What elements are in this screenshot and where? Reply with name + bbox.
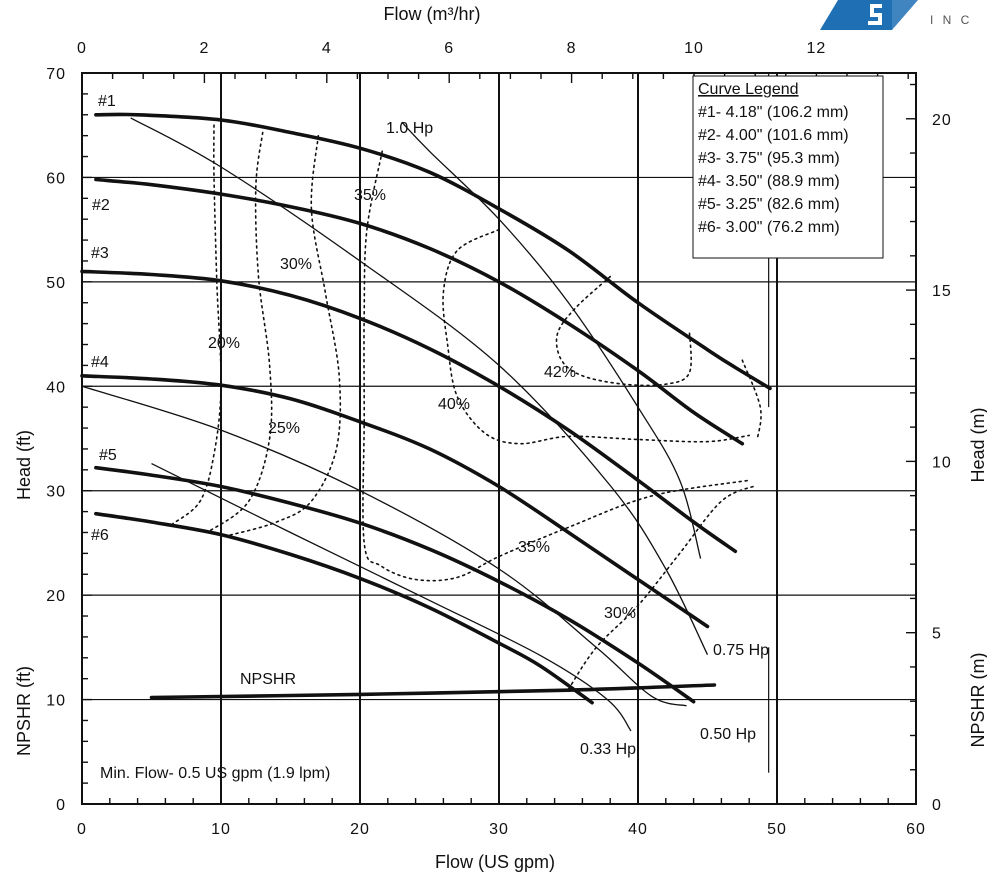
x-bottom-tick-label-20: 20 xyxy=(350,821,370,838)
power-line-2 xyxy=(81,385,687,707)
legend-title: Curve Legend xyxy=(698,81,799,98)
power-label-075hp: 0.75 Hp xyxy=(713,642,769,659)
head-curve-3 xyxy=(80,374,710,629)
efficiency-line-7 xyxy=(741,359,762,440)
legend-entry-5: #5- 3.25" (82.6 mm) xyxy=(698,196,840,213)
efficiency-line-6 xyxy=(567,484,757,690)
eff-label-20: 20% xyxy=(208,335,240,352)
x-bottom-tick-label-0: 0 xyxy=(77,821,87,838)
legend-entry-6: #6- 3.00" (76.2 mm) xyxy=(698,219,840,236)
x-bottom-tick-label-10: 10 xyxy=(211,821,231,838)
x-bottom-tick-label-30: 30 xyxy=(489,821,509,838)
y-left-tick-label-70: 70 xyxy=(46,66,66,83)
power-line-3 xyxy=(151,463,632,732)
company-logo: I N C xyxy=(820,0,987,30)
curve-label-5: #5 xyxy=(99,447,117,464)
head-curve-1 xyxy=(94,177,745,446)
efficiency-line-1 xyxy=(206,131,273,534)
eff-label-25: 25% xyxy=(268,420,300,437)
y-left-tick-label-30: 30 xyxy=(46,484,66,501)
legend-entry-4: #4- 3.50" (88.9 mm) xyxy=(698,173,840,190)
efficiency-line-0 xyxy=(171,124,222,525)
efficiency-lines xyxy=(171,124,762,690)
x-bottom-axis-title: Flow (US gpm) xyxy=(435,852,555,872)
eff-label-40: 40% xyxy=(438,396,470,413)
y-left-tick-label-50: 50 xyxy=(46,275,66,292)
eff-label-42: 42% xyxy=(544,364,576,381)
y-right-npshr-title: NPSHR (m) xyxy=(968,653,987,748)
eff-label-35-low: 35% xyxy=(518,539,550,556)
y-right-tick-label-20: 20 xyxy=(932,112,952,129)
npshr-label: NPSHR xyxy=(240,671,296,688)
y-right-tick-label-15: 15 xyxy=(932,283,952,300)
head-curves xyxy=(80,112,772,705)
curve-label-6: #6 xyxy=(91,527,109,544)
legend-entry-3: #3- 3.75" (95.3 mm) xyxy=(698,150,840,167)
y-left-npshr-title: NPSHR (ft) xyxy=(14,666,34,756)
efficiency-line-2 xyxy=(227,134,342,537)
power-line-1 xyxy=(130,117,709,655)
curve-legend: Curve Legend #1- 4.18" (106.2 mm) #2- 4.… xyxy=(692,75,884,259)
x-top-tick-label-4: 4 xyxy=(322,40,332,57)
x-top-tick-label-12: 12 xyxy=(806,40,826,57)
head-curve-5 xyxy=(94,511,594,705)
plot-frame xyxy=(81,72,917,805)
x-top-tick-label-0: 0 xyxy=(77,40,87,57)
efficiency-line-3 xyxy=(362,150,750,582)
legend-entry-2: #2- 4.00" (101.6 mm) xyxy=(698,127,849,144)
y-left-tick-label-10: 10 xyxy=(46,693,66,710)
y-left-axis-title: Head (ft) xyxy=(14,430,34,500)
power-label-1hp: 1.0 Hp xyxy=(386,120,433,137)
logo-mark-icon: I N C xyxy=(820,0,972,30)
head-curve-4 xyxy=(94,465,696,704)
x-top-tick-label-10: 10 xyxy=(684,40,704,57)
curve-label-2: #2 xyxy=(92,197,110,214)
x-top-tick-label-2: 2 xyxy=(199,40,209,57)
y-left-tick-label-40: 40 xyxy=(46,379,66,396)
x-bottom-tick-label-40: 40 xyxy=(628,821,648,838)
y-right-tick-label-0: 0 xyxy=(932,797,942,814)
y-right-tick-label-10: 10 xyxy=(932,454,952,471)
y-right-axis-title: Head (m) xyxy=(968,407,987,482)
head-curve-2 xyxy=(80,269,738,554)
y-left-tick-label-20: 20 xyxy=(46,588,66,605)
power-line-0 xyxy=(401,121,702,559)
efficiency-line-4 xyxy=(442,228,750,445)
x-top-axis-title: Flow (m³/hr) xyxy=(384,4,481,24)
eff-label-35-top: 35% xyxy=(354,187,386,204)
min-flow-note: Min. Flow- 0.5 US gpm (1.9 lpm) xyxy=(100,765,330,782)
curve-label-4: #4 xyxy=(91,354,109,371)
efficiency-line-5 xyxy=(555,275,692,387)
eff-label-30-top: 30% xyxy=(280,256,312,273)
eff-label-30-low: 30% xyxy=(604,605,636,622)
x-bottom-tick-label-50: 50 xyxy=(767,821,787,838)
head-curve-6 xyxy=(149,683,717,700)
y-right-tick-label-5: 5 xyxy=(932,626,942,643)
y-left-tick-label-60: 60 xyxy=(46,170,66,187)
x-bottom-tick-label-60: 60 xyxy=(906,821,926,838)
curve-label-3: #3 xyxy=(91,245,109,262)
head-curve-0 xyxy=(94,112,772,391)
logo-text: I N C xyxy=(930,13,972,27)
power-label-050hp: 0.50 Hp xyxy=(700,726,756,743)
x-top-tick-label-6: 6 xyxy=(444,40,454,57)
x-top-tick-label-8: 8 xyxy=(567,40,577,57)
legend-entry-1: #1- 4.18" (106.2 mm) xyxy=(698,104,849,121)
curve-label-1: #1 xyxy=(98,93,116,110)
annotations: #1 #2 #3 #4 #5 #6 1.0 Hp 0.75 Hp 0.50 Hp… xyxy=(91,93,769,782)
y-left-tick-label-0: 0 xyxy=(56,797,66,814)
power-label-033hp: 0.33 Hp xyxy=(580,741,636,758)
power-lines xyxy=(81,117,709,732)
